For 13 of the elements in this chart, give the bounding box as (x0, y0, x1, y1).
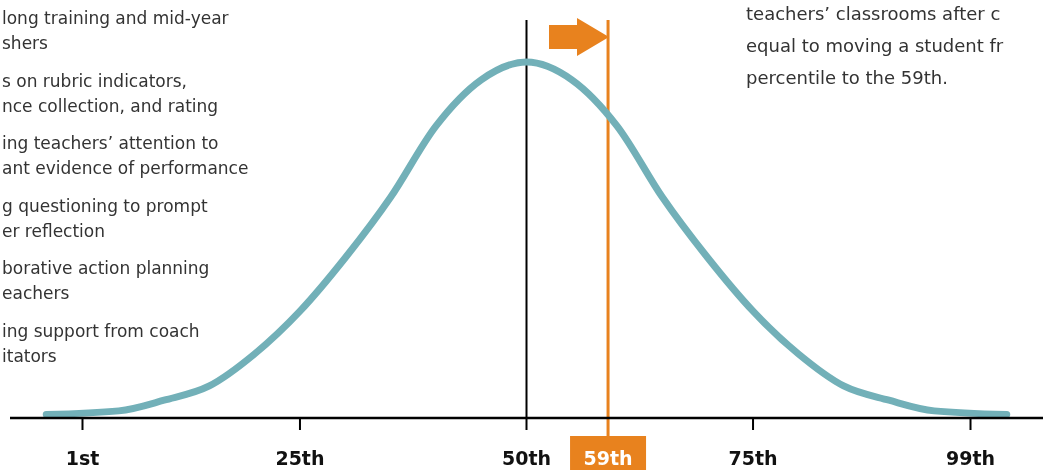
x-tick-label: 75th (728, 447, 778, 469)
annotation: s on rubric indicators, nce collection, and rating (2, 70, 219, 116)
x-tick-label: 50th (501, 447, 552, 469)
x-tick-label: 1st (65, 447, 100, 469)
x-tick-label: 99th (945, 447, 996, 469)
text: long training and mid-year shers (2, 8, 229, 53)
annotation: g questioning to prompt er reflection (2, 195, 208, 241)
annotation: ing support from coach itators (2, 320, 200, 366)
x-tick-label: 25th (275, 447, 325, 469)
ref-line-label: 59th (583, 447, 633, 469)
annotation: teachers’ classrooms after c equal to moving a student fr percentile to the 59th. (746, 3, 1004, 88)
annotation: ing teachers’ attention to ant evidence of performance (2, 133, 249, 178)
annotation: borative action planning eachers (2, 258, 210, 303)
